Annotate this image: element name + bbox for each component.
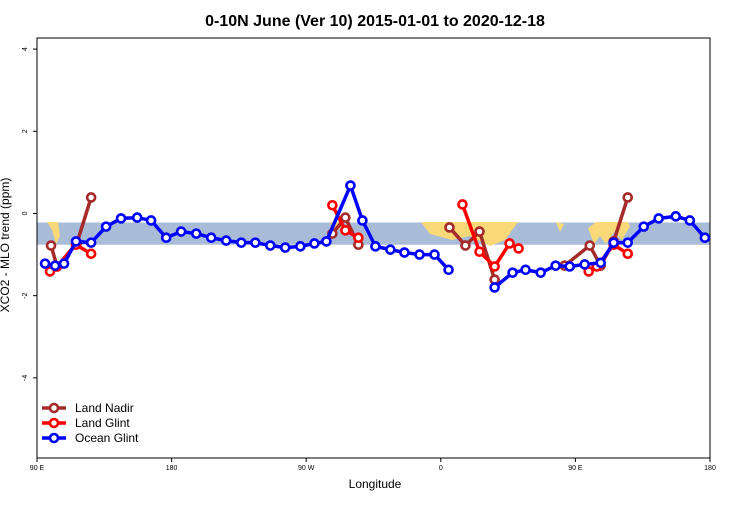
point	[345, 180, 356, 191]
point	[460, 240, 471, 251]
legend-marker	[48, 432, 60, 444]
y-tick-label: 0	[22, 211, 29, 215]
point	[429, 249, 440, 260]
point	[190, 228, 202, 239]
point	[595, 257, 606, 269]
point	[45, 240, 57, 251]
point	[145, 215, 157, 226]
point	[49, 260, 61, 271]
point	[584, 240, 596, 251]
y-tick-label: 4	[22, 47, 29, 51]
point	[507, 267, 518, 278]
point	[265, 240, 276, 251]
x-tick-label: 180	[166, 465, 178, 472]
point	[550, 260, 561, 271]
point	[327, 199, 338, 211]
point	[39, 258, 51, 269]
point	[70, 236, 82, 247]
point	[622, 248, 634, 260]
point	[443, 264, 454, 276]
point	[399, 247, 410, 258]
point	[309, 238, 320, 249]
point	[340, 225, 351, 236]
point	[353, 232, 364, 244]
land	[556, 222, 564, 232]
point	[638, 221, 650, 232]
x-tick-label: 90 E	[568, 465, 583, 472]
point	[321, 236, 332, 247]
x-tick-label: 180	[704, 465, 716, 472]
point	[58, 258, 70, 269]
point	[564, 261, 576, 272]
point	[414, 249, 425, 260]
point	[474, 246, 485, 257]
point	[622, 237, 634, 248]
plot-frame	[36, 37, 711, 459]
point	[684, 215, 696, 226]
x-tick-label: 90 W	[298, 465, 315, 472]
point	[85, 248, 97, 260]
y-tick-label: -2	[22, 292, 29, 298]
y-axis-label: XCO2 - MLO trend (ppm)	[0, 178, 12, 313]
point	[474, 226, 485, 237]
legend-label: Land Glint	[75, 416, 130, 430]
chart-title: 0-10N June (Ver 10) 2015-01-01 to 2020-1…	[205, 13, 545, 30]
point	[250, 237, 261, 248]
point	[622, 192, 634, 203]
band	[37, 222, 710, 245]
point	[489, 282, 500, 293]
x-axis-label: Longitude	[349, 477, 402, 491]
point	[235, 237, 247, 248]
y-tick-label: -4	[22, 375, 29, 381]
land	[47, 222, 60, 244]
legend-label: Ocean Glint	[75, 431, 139, 445]
point	[85, 237, 97, 248]
point	[115, 213, 127, 224]
point	[220, 235, 232, 246]
band-layer	[37, 222, 710, 245]
point	[100, 221, 112, 232]
point	[520, 264, 531, 276]
x-tick-label: 90 E	[30, 465, 45, 472]
point	[489, 261, 500, 272]
legend-label: Land Nadir	[75, 401, 134, 415]
point	[513, 243, 524, 254]
point	[340, 212, 351, 223]
legend-marker	[48, 417, 60, 429]
point	[295, 241, 306, 252]
point	[357, 215, 368, 226]
point	[444, 222, 455, 233]
point	[385, 244, 396, 255]
point	[457, 199, 468, 210]
point	[131, 212, 143, 223]
point	[85, 192, 97, 203]
point	[279, 242, 291, 253]
point	[160, 232, 172, 244]
point	[535, 267, 547, 278]
point	[670, 211, 682, 222]
point	[579, 259, 590, 270]
point	[175, 226, 187, 237]
y-tick-label: 2	[22, 129, 29, 133]
x-tick-label: 0	[439, 465, 443, 472]
point	[653, 213, 665, 224]
point	[205, 232, 217, 244]
point	[504, 238, 515, 249]
legend-marker	[48, 402, 60, 414]
point	[699, 232, 711, 244]
point	[608, 237, 619, 248]
point	[370, 241, 381, 252]
